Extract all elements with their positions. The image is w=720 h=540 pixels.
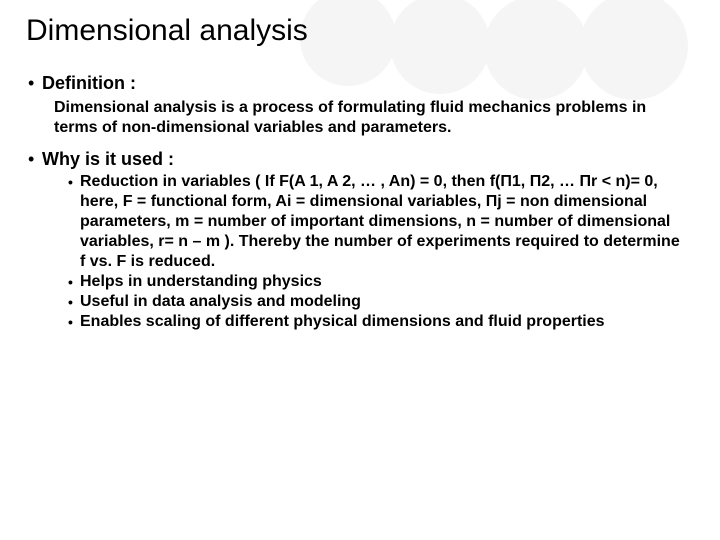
bullet-list-level1: Why is it used : Reduction in variables … [26,148,694,332]
sub-bullet: Useful in data analysis and modeling [68,292,684,312]
bullet-why: Why is it used : Reduction in variables … [28,148,694,332]
sub-bullet: Reduction in variables ( If F(A 1, A 2, … [68,172,684,272]
bullet-list-level1: Definition : [26,72,694,94]
sub-bullet: Enables scaling of different physical di… [68,312,684,332]
bullet-definition: Definition : [28,72,694,94]
definition-body: Dimensional analysis is a process of for… [26,98,694,138]
bullet-list-level2: Reduction in variables ( If F(A 1, A 2, … [42,172,694,332]
bullet-heading: Why is it used : [42,148,694,170]
sub-bullet: Helps in understanding physics [68,272,684,292]
bullet-heading: Definition : [42,72,694,94]
slide-content: Dimensional analysis Definition : Dimens… [0,0,720,356]
slide-title: Dimensional analysis [26,14,694,48]
